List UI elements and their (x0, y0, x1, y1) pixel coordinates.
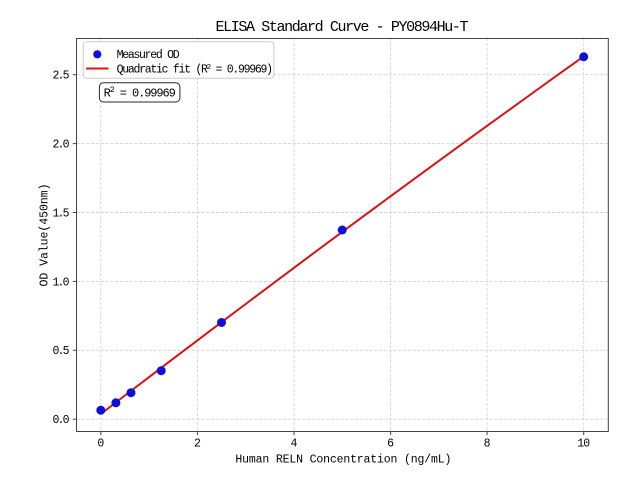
svg-text:0.5: 0.5 (53, 345, 70, 358)
svg-text:8: 8 (484, 437, 491, 450)
svg-text:Human RELN Concentration (ng/m: Human RELN Concentration (ng/mL) (235, 454, 451, 467)
svg-text:0.0: 0.0 (53, 414, 70, 427)
svg-text:6: 6 (387, 437, 394, 450)
svg-text:1.5: 1.5 (53, 207, 70, 220)
svg-text:ELISA Standard Curve - PY0894H: ELISA Standard Curve - PY0894Hu-T (216, 19, 469, 36)
svg-text:10: 10 (577, 437, 590, 450)
svg-text:4: 4 (291, 437, 298, 450)
svg-text:2.0: 2.0 (53, 139, 70, 152)
svg-text:Measured OD: Measured OD (117, 49, 180, 62)
svg-text:OD Value(450nm): OD Value(450nm) (39, 184, 52, 287)
svg-text:1.0: 1.0 (53, 276, 70, 289)
svg-text:0: 0 (97, 437, 104, 450)
svg-text:2: 2 (194, 437, 201, 450)
svg-text:R2 = 0.99969: R2 = 0.99969 (104, 85, 176, 101)
svg-text:Quadratic fit (R2 = 0.99969): Quadratic fit (R2 = 0.99969) (117, 63, 273, 76)
svg-text:2.5: 2.5 (53, 70, 70, 83)
